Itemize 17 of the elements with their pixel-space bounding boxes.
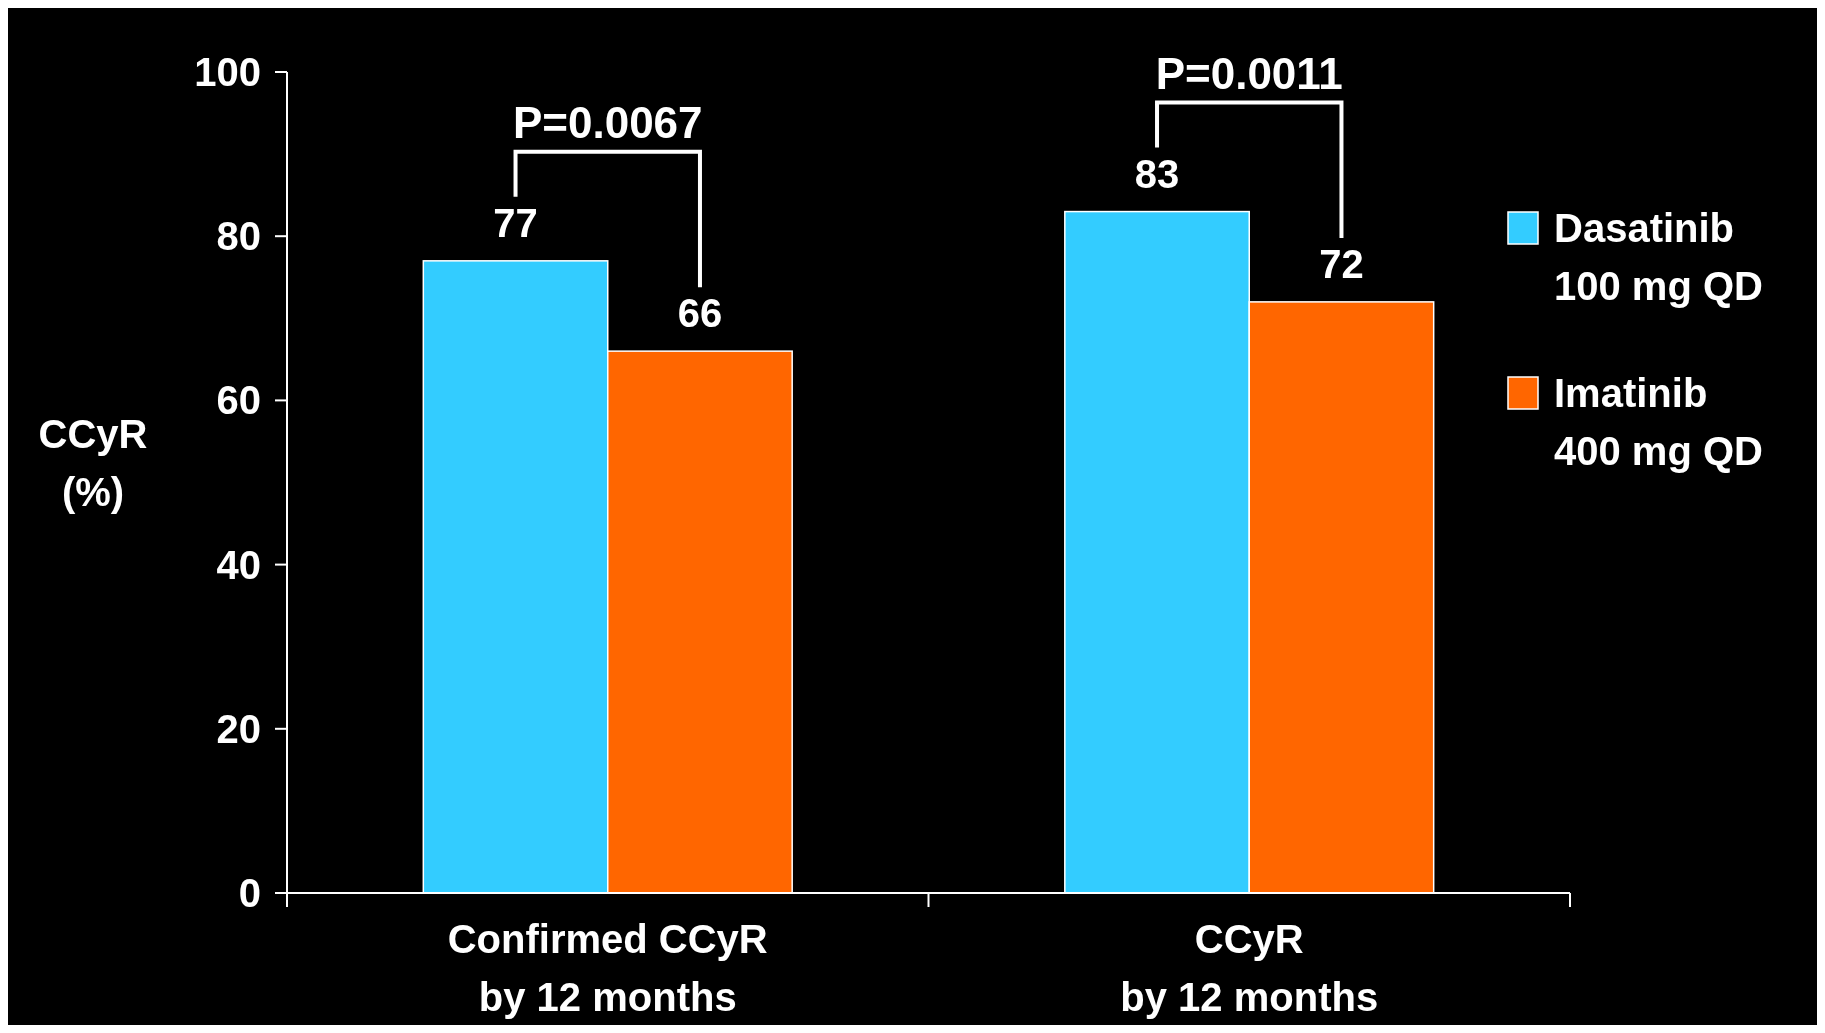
y-tick-label: 80	[216, 214, 261, 259]
data-label: 83	[1134, 151, 1180, 196]
y-tick-label: 60	[216, 378, 261, 423]
annotation: P=0.0011	[1155, 48, 1343, 98]
data-label: 77	[493, 200, 538, 245]
annotation: P=0.0067	[512, 97, 703, 147]
x-tick-label: CCyR by 12 months	[1120, 917, 1379, 1019]
legend-label: Imatinib 400 mg QD	[1554, 371, 1763, 473]
y-axis-title: CCyR (%)	[38, 412, 148, 514]
y-tick-label: 0	[238, 871, 261, 915]
y-tick-label: 20	[216, 706, 261, 751]
data-label: 66	[677, 291, 723, 336]
y-tick-label: 40	[216, 542, 261, 587]
legend-label: Dasatinib 100 mg QD	[1554, 206, 1763, 308]
data-label: 72	[1319, 241, 1364, 286]
y-tick-label: 100	[194, 50, 261, 94]
x-tick-label: Confirmed CCyR by 12 months	[447, 917, 768, 1019]
